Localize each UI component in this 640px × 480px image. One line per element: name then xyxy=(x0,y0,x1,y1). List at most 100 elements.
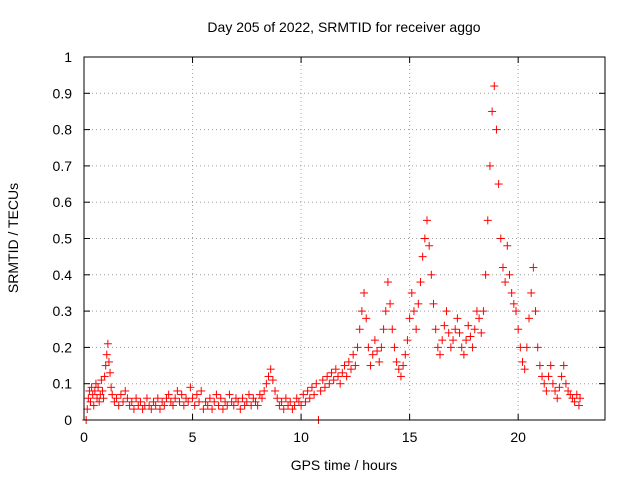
data-point xyxy=(416,278,425,287)
data-point xyxy=(464,321,473,330)
data-point xyxy=(501,278,510,287)
data-point xyxy=(160,401,169,410)
data-point xyxy=(94,383,103,392)
data-point xyxy=(485,161,494,170)
y-axis-label: SRMTID / TECUs xyxy=(5,183,21,293)
data-point xyxy=(175,397,184,406)
data-point xyxy=(412,325,421,334)
data-point xyxy=(409,307,418,316)
data-point xyxy=(407,288,416,297)
data-point xyxy=(153,394,162,403)
data-point xyxy=(142,394,151,403)
data-point xyxy=(98,386,107,395)
data-point xyxy=(184,397,193,406)
data-point xyxy=(522,343,531,352)
data-point xyxy=(355,325,364,334)
data-point xyxy=(433,343,442,352)
data-point xyxy=(97,376,106,385)
x-tick-label: 0 xyxy=(80,429,88,445)
data-point xyxy=(383,278,392,287)
data-point xyxy=(177,390,186,399)
data-point xyxy=(266,365,275,374)
x-tick-labels: 0 5 10 15 20 xyxy=(80,429,526,445)
x-tick-label: 10 xyxy=(293,429,309,445)
data-point xyxy=(225,390,234,399)
data-point xyxy=(83,405,92,414)
data-point xyxy=(394,365,403,374)
data-point xyxy=(457,343,466,352)
data-points xyxy=(82,82,585,424)
data-point xyxy=(451,325,460,334)
data-point xyxy=(459,350,468,359)
data-point xyxy=(277,397,286,406)
data-point xyxy=(368,350,377,359)
data-point xyxy=(323,372,332,381)
data-point xyxy=(381,307,390,316)
data-point xyxy=(342,372,351,381)
data-point xyxy=(576,394,585,403)
x-tick-label: 20 xyxy=(510,429,526,445)
data-point xyxy=(310,390,319,399)
data-point xyxy=(553,394,562,403)
data-point xyxy=(95,397,104,406)
data-point xyxy=(494,180,503,189)
data-point xyxy=(527,288,536,297)
data-point xyxy=(279,405,288,414)
data-point xyxy=(518,357,527,366)
x-tick-label: 15 xyxy=(402,429,418,445)
data-point xyxy=(102,350,111,359)
data-point xyxy=(377,343,386,352)
data-point xyxy=(216,394,225,403)
data-point xyxy=(171,394,180,403)
data-point xyxy=(123,394,132,403)
data-point xyxy=(121,386,130,395)
data-point xyxy=(488,107,497,116)
data-point xyxy=(438,336,447,345)
data-point xyxy=(481,270,490,279)
data-point xyxy=(503,241,512,250)
data-point xyxy=(535,361,544,370)
data-point xyxy=(236,405,245,414)
data-point xyxy=(336,379,345,388)
data-point xyxy=(492,125,501,134)
data-point xyxy=(390,343,399,352)
data-point xyxy=(540,379,549,388)
data-point xyxy=(542,386,551,395)
data-point xyxy=(214,401,223,410)
data-point xyxy=(260,386,269,395)
data-point xyxy=(281,394,290,403)
data-point xyxy=(386,299,395,308)
data-point xyxy=(453,314,462,323)
data-point xyxy=(186,383,195,392)
data-point xyxy=(132,394,141,403)
data-point xyxy=(136,397,145,406)
data-point xyxy=(320,383,329,392)
data-point xyxy=(210,397,219,406)
data-point xyxy=(442,307,451,316)
data-point xyxy=(477,328,486,337)
data-point xyxy=(498,263,507,272)
data-point xyxy=(108,390,117,399)
data-point xyxy=(525,314,534,323)
data-point xyxy=(366,361,375,370)
data-point xyxy=(561,379,570,388)
data-point xyxy=(403,336,412,345)
y-tick-labels: 0 0.1 0.2 0.3 0.4 0.5 0.6 0.7 0.8 0.9 1 xyxy=(53,49,73,428)
data-point xyxy=(505,270,514,279)
data-point xyxy=(375,357,384,366)
data-point xyxy=(164,390,173,399)
data-point xyxy=(169,401,178,410)
data-point xyxy=(297,401,306,410)
data-point xyxy=(316,386,325,395)
y-tick-label: 0.4 xyxy=(53,267,73,283)
data-point xyxy=(331,365,340,374)
x-axis-label: GPS time / hours xyxy=(291,457,398,473)
data-point xyxy=(570,397,579,406)
data-point xyxy=(244,390,253,399)
data-point xyxy=(427,270,436,279)
data-point xyxy=(99,394,108,403)
data-point xyxy=(203,401,212,410)
data-point xyxy=(429,299,438,308)
data-point xyxy=(349,350,358,359)
data-point xyxy=(107,383,116,392)
